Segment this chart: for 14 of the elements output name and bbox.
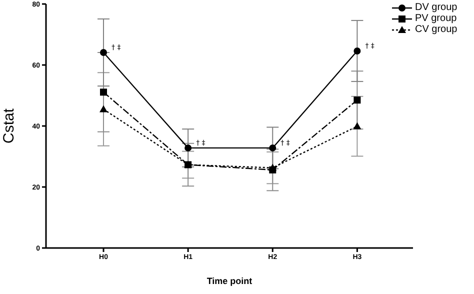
x-axis-title: Time point: [206, 276, 252, 286]
point: [269, 166, 276, 174]
legend-label: CV group: [415, 24, 458, 35]
point: [269, 144, 276, 152]
point: [100, 88, 107, 96]
point: [100, 105, 108, 112]
point: [184, 144, 192, 152]
point: [354, 47, 361, 54]
legend-label: PV group: [415, 13, 457, 24]
point: [100, 48, 107, 56]
legend-label: DV group: [415, 2, 458, 13]
point: [354, 96, 361, 104]
y-axis-title: Cstat: [0, 108, 18, 144]
point: [353, 122, 362, 130]
